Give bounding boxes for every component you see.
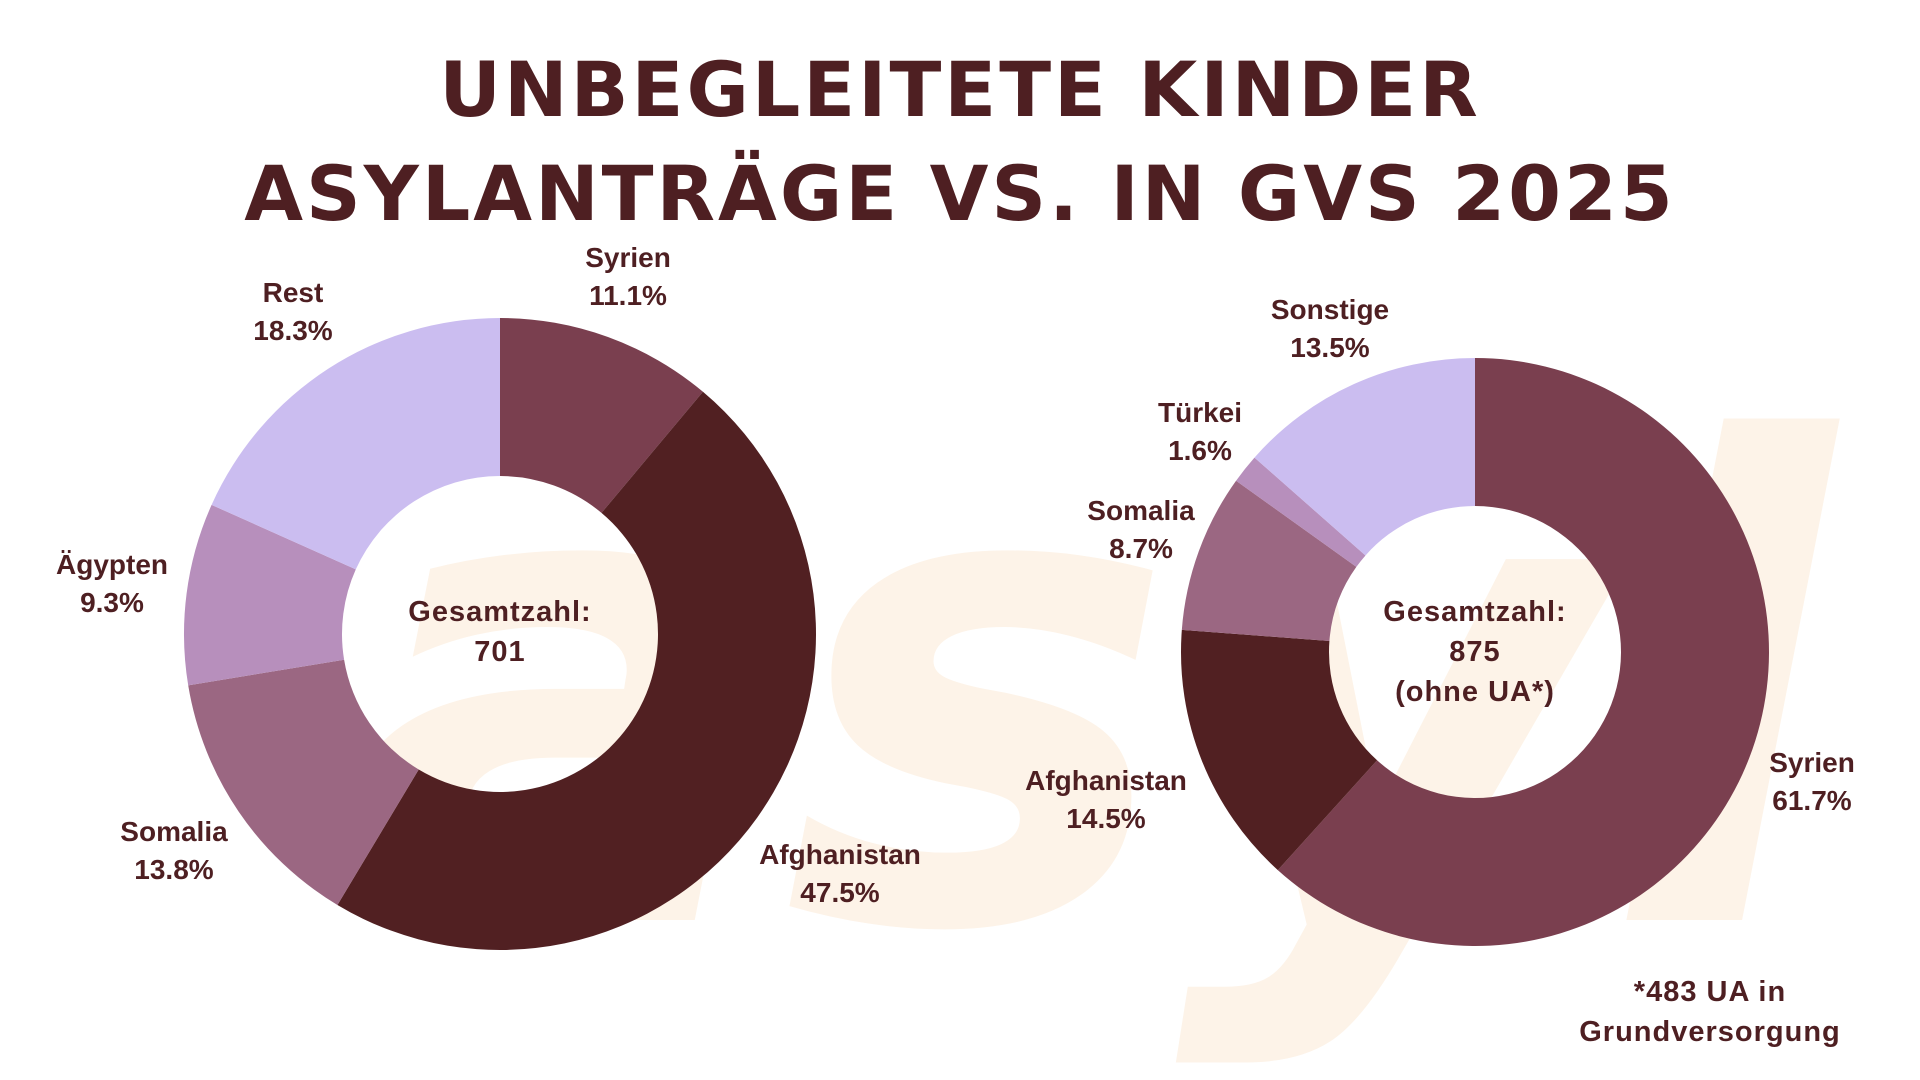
title-line-1: UNBEGLEITETE KINDER xyxy=(439,45,1481,134)
chart1-slice-rest xyxy=(211,318,500,570)
chart2-label-syrien: Syrien 61.7% xyxy=(1769,744,1855,820)
chart2-slice-sonstige xyxy=(1254,358,1475,556)
chart2-label-sonstige-value: 13.5% xyxy=(1290,332,1370,363)
footnote-line-1: *483 UA in xyxy=(1633,976,1787,1008)
chart1-label-somalia-name: Somalia xyxy=(120,816,228,847)
chart1-label-afghanistan-name: Afghanistan xyxy=(759,839,921,870)
chart1-center-label: Gesamtzahl: 701 xyxy=(408,592,591,672)
chart2-label-syrien-value: 61.7% xyxy=(1772,785,1852,816)
chart2-label-tuerkei: Türkei 1.6% xyxy=(1158,394,1242,470)
chart2-center-label: Gesamtzahl: 875 (ohne UA*) xyxy=(1383,592,1566,712)
chart1-slice-ägypten xyxy=(183,504,356,686)
chart2-label-somalia-value: 8.7% xyxy=(1109,533,1173,564)
chart2-label-afghanistan-name: Afghanistan xyxy=(1025,765,1187,796)
chart2-label-sonstige-name: Sonstige xyxy=(1270,294,1390,325)
chart1-center-title: Gesamtzahl: xyxy=(408,596,592,628)
chart1-label-aegypten: Ägypten 9.3% xyxy=(56,546,168,622)
chart1-slice-syrien xyxy=(500,318,703,513)
chart2-center-title: Gesamtzahl: xyxy=(1383,596,1567,628)
chart2-slice-afghanistan xyxy=(1181,629,1378,871)
chart2-slice-syrien xyxy=(1277,358,1769,947)
chart2-slice-türkei xyxy=(1236,457,1366,567)
chart2-label-afghanistan: Afghanistan 14.5% xyxy=(1025,762,1187,838)
chart1-label-aegypten-name: Ägypten xyxy=(56,549,168,580)
chart2-label-afghanistan-value: 14.5% xyxy=(1066,803,1146,834)
chart1-label-syrien: Syrien 11.1% xyxy=(585,239,671,315)
chart2-label-somalia: Somalia 8.7% xyxy=(1087,492,1194,568)
chart1-slice-afghanistan xyxy=(337,391,817,951)
chart1-label-afghanistan: Afghanistan 47.5% xyxy=(759,836,921,912)
title-line-2: ASYLANTRÄGE VS. IN GVS 2025 xyxy=(244,149,1676,238)
chart1-label-somalia: Somalia 13.8% xyxy=(120,813,227,889)
chart1-label-somalia-value: 13.8% xyxy=(134,854,214,885)
chart1-label-syrien-name: Syrien xyxy=(585,242,671,273)
chart2-label-tuerkei-value: 1.6% xyxy=(1168,435,1232,466)
chart1-center-total: 701 xyxy=(474,636,526,668)
footnote-line-2: Grundversorgung xyxy=(1579,1016,1841,1048)
chart2-center-total: 875 xyxy=(1449,636,1501,668)
chart1-label-syrien-value: 11.1% xyxy=(589,280,667,311)
chart2-label-tuerkei-name: Türkei xyxy=(1157,397,1243,428)
chart1-label-rest: Rest 18.3% xyxy=(253,274,332,350)
footnote: *483 UA in Grundversorgung xyxy=(1579,972,1841,1052)
page-title: UNBEGLEITETE KINDER ASYLANTRÄGE VS. IN G… xyxy=(0,38,1920,246)
chart2-label-sonstige: Sonstige 13.5% xyxy=(1271,291,1389,367)
chart2-label-syrien-name: Syrien xyxy=(1769,747,1855,778)
chart2-center-note: (ohne UA*) xyxy=(1395,676,1555,708)
chart1-label-rest-name: Rest xyxy=(262,277,324,308)
chart1-label-afghanistan-value: 47.5% xyxy=(800,877,880,908)
chart1-label-rest-value: 18.3% xyxy=(253,315,333,346)
chart1-label-aegypten-value: 9.3% xyxy=(80,587,144,618)
chart1-slice-somalia xyxy=(188,659,419,905)
chart2-label-somalia-name: Somalia xyxy=(1087,495,1195,526)
chart2-slice-somalia xyxy=(1181,480,1357,642)
